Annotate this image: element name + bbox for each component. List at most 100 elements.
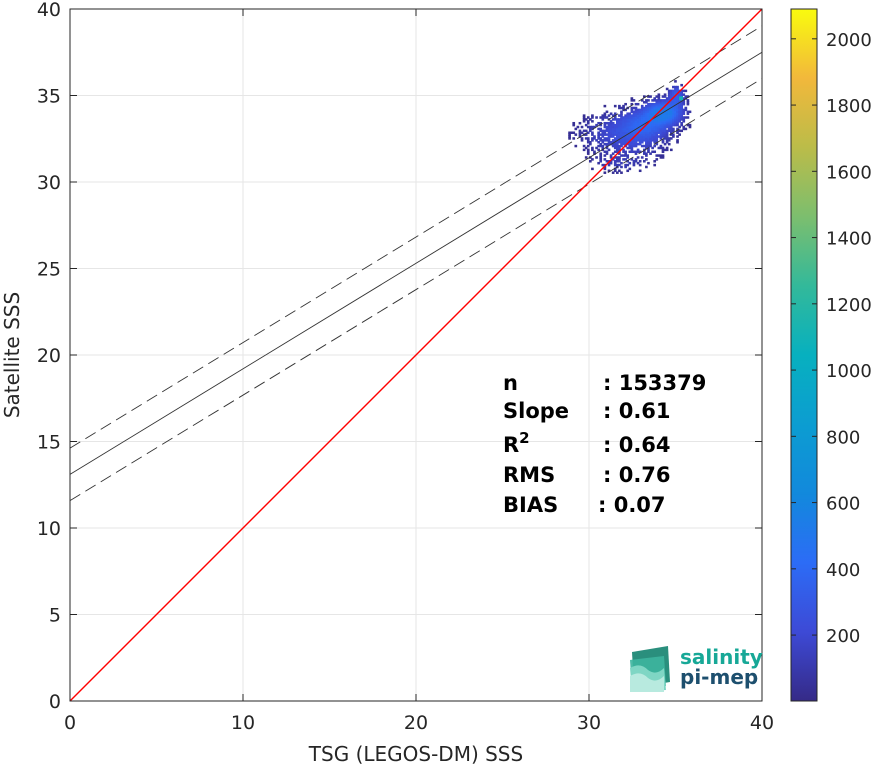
density-bin-639 [649,121,652,125]
density-bin-280 [620,165,623,169]
density-bin-179 [609,133,613,136]
density-bin-908 [672,133,675,136]
density-bin-770 [659,110,663,114]
density-bin-113 [601,131,605,134]
density-bin-387 [628,127,632,131]
density-bin-295 [620,121,623,125]
density-bin-950 [674,87,677,91]
density-bin-133 [603,121,607,125]
density-bin-716 [655,118,659,121]
density-bin-173 [609,160,613,163]
colorbar-tick-label-5: 1200 [826,295,872,316]
density-bin-317 [622,123,625,127]
density-bin-66 [591,125,594,129]
density-bin-971 [676,101,679,104]
density-bin-556 [642,123,646,127]
density-bin-377 [628,146,632,150]
density-bin-920 [672,106,675,110]
density-bin-647 [649,106,652,110]
density-bin-488 [636,121,640,125]
density-bin-54 [589,127,592,131]
density-bin-35 [584,123,588,127]
density-bin-23 [582,144,586,148]
density-bin-923 [672,101,675,104]
density-bin-333 [624,140,627,144]
density-bin-813 [663,125,667,129]
density-bin-83 [597,140,600,144]
colorbar-axis: 200 400 600 800 1000 1200 1400 1600 1800 2000 [791,30,872,647]
density-bin-679 [653,139,657,142]
density-bin-785 [661,133,665,136]
density-bin-705 [655,139,659,142]
density-bin-165 [607,129,611,133]
density-bin-313 [622,131,625,134]
density-bin-467 [634,116,638,119]
density-bin-300 [620,112,623,115]
density-bin-659 [651,127,654,131]
density-bin-142 [605,144,609,148]
density-bin-710 [655,129,659,133]
density-bin-788 [661,127,665,131]
density-bin-715 [655,120,659,123]
density-bin-712 [655,125,659,129]
density-bin-732 [657,129,661,133]
density-bin-542 [640,99,644,102]
density-bin-746 [657,102,661,106]
density-bin-1005 [680,114,684,117]
density-bin-649 [649,102,652,106]
density-bin-856 [667,142,671,146]
density-bin-405 [630,135,634,138]
density-bin-189 [611,158,615,161]
density-bin-288 [620,135,623,138]
density-bin-464 [634,121,638,125]
density-bin-877 [667,95,671,98]
density-bin-687 [653,123,657,127]
density-bin-449 [634,158,638,161]
density-bin-445 [632,110,636,114]
density-bin-631 [649,137,652,140]
density-bin-20 [580,131,584,134]
density-bin-989 [678,108,681,112]
density-bin-520 [640,156,644,159]
density-bin-203 [611,118,615,121]
density-bin-1029 [682,101,686,104]
density-bin-796 [661,112,665,115]
density-bin-860 [667,127,671,131]
density-bin-521 [640,144,644,148]
density-bin-642 [649,116,652,119]
density-bin-111 [601,135,605,138]
density-bin-453 [634,142,638,146]
density-bin-131 [603,125,607,129]
density-bin-245 [615,131,619,134]
density-bin-420 [630,102,634,106]
colorbar [791,9,817,701]
density-bin-778 [661,154,665,157]
density-bin-1004 [680,116,684,119]
density-bin-641 [649,118,652,121]
density-bin-137 [603,104,607,108]
density-bin-561 [642,114,646,117]
density-bin-944 [674,99,677,102]
density-bin-997 [678,93,681,96]
density-bin-588 [645,116,648,119]
stat-label-0: n [503,371,518,395]
density-bin-623 [647,102,650,106]
density-bin-698 [653,102,657,106]
density-bin-408 [630,129,634,133]
density-bin-49 [589,160,592,163]
density-bin-243 [615,135,619,138]
density-bin-866 [667,116,671,119]
density-bin-700 [653,97,657,100]
density-bin-927 [672,93,675,96]
density-bin-88 [597,127,600,131]
density-bin-1017 [680,91,684,95]
density-bin-915 [672,116,675,119]
density-bin-434 [632,131,636,134]
density-bin-729 [657,146,661,150]
density-bin-865 [667,118,671,121]
density-bin-3 [568,131,571,134]
density-bin-680 [653,137,657,140]
density-bin-365 [626,125,630,129]
density-bin-985 [678,116,681,119]
density-bin-775 [659,101,663,104]
